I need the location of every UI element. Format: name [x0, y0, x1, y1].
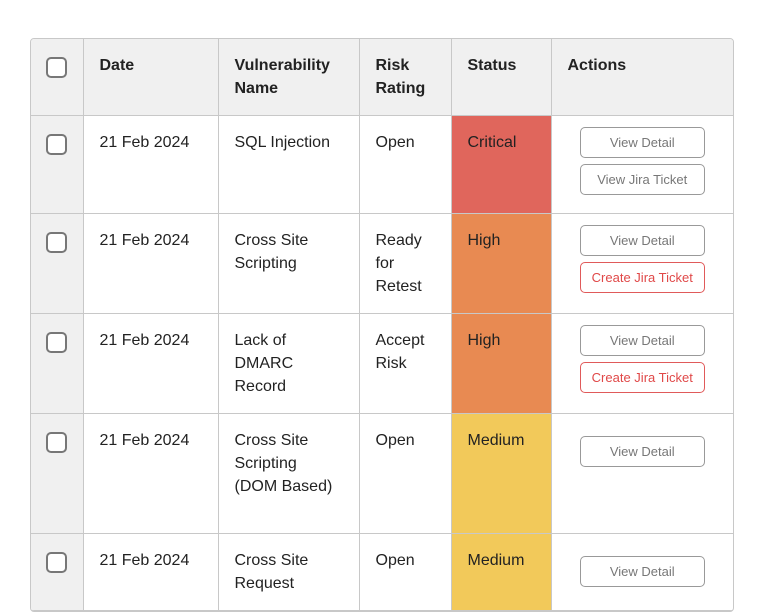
- vulnerability-table: Date Vulnerability Name Risk Rating Stat…: [30, 38, 734, 612]
- select-cell: [31, 313, 84, 414]
- select-all-cell: [31, 39, 84, 116]
- actions-cell: View Detail: [550, 413, 733, 534]
- date-cell: 21 Feb 2024: [82, 533, 219, 611]
- status-cell: High: [450, 313, 552, 414]
- actions-cell: View Detail View Jira Ticket: [550, 115, 733, 214]
- vulnerability-name-cell: Cross Site Scripting (DOM Based): [217, 413, 360, 534]
- actions-cell: View Detail Create Jira Ticket: [550, 213, 733, 314]
- date-cell: 21 Feb 2024: [82, 213, 219, 314]
- view-detail-button[interactable]: View Detail: [579, 436, 705, 467]
- risk-rating-cell: Open: [358, 115, 452, 214]
- select-all-checkbox[interactable]: [46, 57, 68, 78]
- status-cell: Medium: [450, 533, 552, 611]
- row-checkbox[interactable]: [46, 432, 68, 453]
- header-row: Date Vulnerability Name Risk Rating Stat…: [31, 39, 733, 116]
- date-cell: 21 Feb 2024: [82, 413, 219, 534]
- header-actions: Actions: [550, 39, 733, 116]
- view-detail-button[interactable]: View Detail: [579, 127, 705, 158]
- status-cell: Critical: [450, 115, 552, 214]
- status-cell: Medium: [450, 413, 552, 534]
- vulnerability-name-cell: SQL Injection: [217, 115, 360, 214]
- risk-rating-cell: Ready for Retest: [358, 213, 452, 314]
- view-jira-ticket-button[interactable]: View Jira Ticket: [579, 164, 705, 195]
- header-vulnerability-name[interactable]: Vulnerability Name: [217, 39, 360, 116]
- row-checkbox[interactable]: [46, 134, 68, 155]
- actions-cell: View Detail Create Jira Ticket: [550, 313, 733, 414]
- vulnerability-name-cell: Cross Site Request: [217, 533, 360, 611]
- table-row: 21 Feb 2024 SQL Injection Open Critical …: [31, 115, 733, 214]
- select-cell: [31, 533, 84, 611]
- row-checkbox[interactable]: [46, 332, 68, 353]
- view-detail-button[interactable]: View Detail: [579, 225, 705, 256]
- risk-rating-cell: Accept Risk: [358, 313, 452, 414]
- table-row: 21 Feb 2024 Cross Site Scripting (DOM Ba…: [31, 413, 733, 534]
- table-row: 21 Feb 2024 Cross Site Scripting Ready f…: [31, 213, 733, 314]
- date-cell: 21 Feb 2024: [82, 313, 219, 414]
- select-cell: [31, 413, 84, 534]
- vulnerability-name-cell: Cross Site Scripting: [217, 213, 360, 314]
- header-risk-rating[interactable]: Risk Rating: [358, 39, 452, 116]
- view-detail-button[interactable]: View Detail: [579, 325, 705, 356]
- create-jira-ticket-button[interactable]: Create Jira Ticket: [579, 362, 705, 393]
- header-status[interactable]: Status: [450, 39, 552, 116]
- header-date[interactable]: Date: [82, 39, 219, 116]
- actions-cell: View Detail: [550, 533, 733, 611]
- create-jira-ticket-button[interactable]: Create Jira Ticket: [579, 262, 705, 293]
- date-cell: 21 Feb 2024: [82, 115, 219, 214]
- select-cell: [31, 115, 84, 214]
- risk-rating-cell: Open: [358, 413, 452, 534]
- row-checkbox[interactable]: [46, 232, 68, 253]
- row-checkbox[interactable]: [46, 552, 68, 573]
- vulnerability-name-cell: Lack of DMARC Record: [217, 313, 360, 414]
- table-row: 21 Feb 2024 Lack of DMARC Record Accept …: [31, 313, 733, 414]
- risk-rating-cell: Open: [358, 533, 452, 611]
- table-row: 21 Feb 2024 Cross Site Request Open Medi…: [31, 533, 733, 611]
- view-detail-button[interactable]: View Detail: [579, 556, 705, 587]
- status-cell: High: [450, 213, 552, 314]
- select-cell: [31, 213, 84, 314]
